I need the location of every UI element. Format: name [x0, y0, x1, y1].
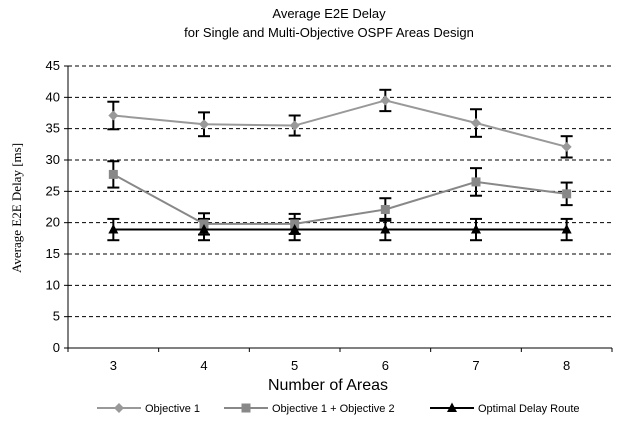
chart-title: Average E2E Delay — [272, 6, 386, 21]
y-tick-label: 15 — [46, 246, 60, 261]
data-point — [199, 219, 209, 229]
data-point — [471, 177, 481, 187]
data-point — [289, 120, 300, 131]
data-point — [199, 119, 209, 130]
data-point — [380, 205, 390, 215]
y-tick-label: 35 — [46, 121, 60, 136]
y-tick-label: 5 — [53, 309, 60, 324]
legend: Objective 1 Objective 1 + Objective 2 Opti… — [97, 402, 580, 415]
data-point — [108, 169, 118, 179]
series-line — [112, 173, 567, 225]
x-tick-label: 8 — [563, 358, 570, 373]
data-point — [471, 224, 481, 234]
data-point — [289, 224, 300, 234]
y-tick-label: 25 — [46, 183, 60, 198]
data-point — [108, 110, 119, 121]
y-tick-labels: 0 5 10 15 20 25 30 35 40 45 — [46, 58, 60, 355]
data-point — [471, 118, 481, 129]
data-point — [561, 141, 572, 152]
legend-label: Objective 1 — [145, 403, 200, 415]
legend-marker — [241, 403, 251, 413]
data-point — [380, 95, 391, 106]
legend-marker — [447, 402, 457, 412]
y-tick-label: 40 — [46, 89, 60, 104]
x-tick-labels: 3 4 5 6 7 8 — [110, 358, 571, 373]
x-tick-label: 5 — [291, 358, 298, 373]
x-tick-label: 6 — [382, 358, 389, 373]
data-point — [380, 224, 391, 234]
x-tick-label: 3 — [110, 358, 117, 373]
axes — [64, 65, 613, 352]
data-point — [561, 224, 572, 234]
y-axis-title: Average E2E Delay [ms] — [9, 143, 24, 273]
y-tick-label: 0 — [53, 340, 60, 355]
series-line — [113, 99, 567, 148]
data-point — [562, 189, 572, 199]
y-tick-label: 20 — [46, 215, 60, 230]
y-tick-label: 10 — [46, 277, 60, 292]
y-tick-label: 30 — [46, 152, 60, 167]
chart-subtitle: for Single and Multi-Objective OSPF Area… — [184, 25, 474, 40]
x-axis-title: Number of Areas — [268, 377, 388, 394]
x-tick-label: 4 — [200, 358, 207, 373]
series — [107, 88, 573, 242]
data-point — [199, 224, 209, 234]
y-tick-label: 45 — [46, 58, 60, 73]
x-tick-label: 7 — [472, 358, 479, 373]
legend-marker — [114, 403, 124, 413]
data-point — [290, 219, 300, 229]
grid — [68, 65, 612, 318]
legend-label: Optimal Delay Route — [478, 403, 580, 415]
data-point — [108, 224, 119, 234]
legend-label: Objective 1 + Objective 2 — [272, 403, 395, 415]
